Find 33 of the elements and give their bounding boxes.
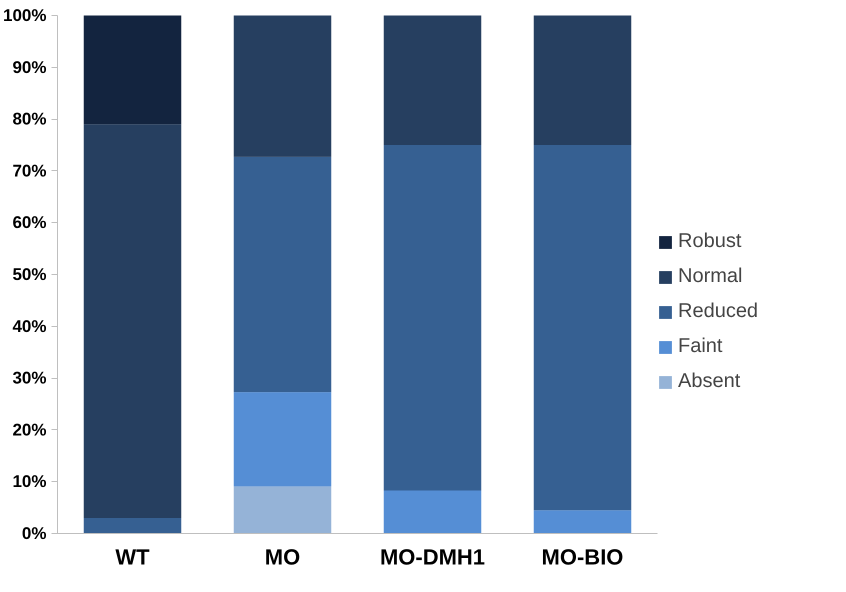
bar	[384, 145, 482, 491]
y-tick-label: 90%	[12, 58, 47, 77]
legend-label: Normal	[678, 265, 742, 288]
bar	[84, 16, 182, 124]
legend-label: Absent	[678, 370, 740, 393]
y-tick-label: 70%	[12, 161, 47, 180]
bar	[234, 486, 332, 534]
x-tick-label: WT	[115, 544, 150, 570]
legend-label: Robust	[678, 230, 742, 253]
legend-label: Faint	[678, 335, 722, 358]
bar	[534, 16, 632, 145]
legend-label: Reduced	[678, 300, 758, 323]
bar	[84, 124, 182, 518]
y-tick-label: 40%	[12, 316, 47, 336]
bar	[84, 518, 182, 534]
bar	[534, 510, 632, 534]
y-tick-label: 60%	[12, 213, 47, 232]
bar	[384, 16, 482, 145]
y-tick-label: 100%	[3, 6, 47, 25]
y-tick-label: 10%	[12, 472, 47, 492]
bar	[534, 145, 632, 510]
bar	[384, 490, 482, 534]
x-tick-label: MO	[264, 544, 300, 570]
bar	[234, 392, 332, 486]
y-tick-label: 50%	[12, 265, 47, 284]
y-tick-label: 80%	[12, 110, 47, 129]
bar	[234, 156, 332, 392]
x-tick-label: MO-DMH1	[380, 544, 486, 570]
y-tick-label: 0%	[22, 524, 47, 543]
y-tick-label: 30%	[12, 368, 47, 388]
x-tick-label: MO-BIO	[542, 544, 624, 570]
y-tick-label: 20%	[12, 420, 47, 440]
bar	[234, 16, 332, 157]
